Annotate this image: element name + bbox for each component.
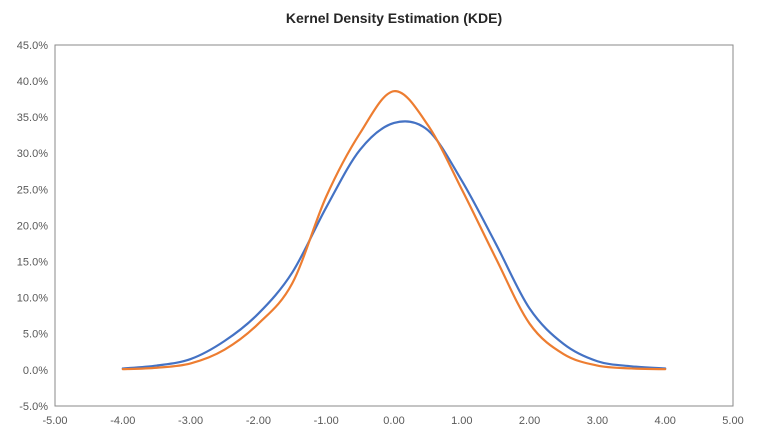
x-tick-label: -2.00 [246, 415, 271, 427]
x-tick-label: 4.00 [654, 415, 675, 427]
x-tick-label: -4.00 [110, 415, 135, 427]
y-tick-label: 45.0% [17, 40, 48, 52]
y-tick-label: 15.0% [17, 256, 48, 268]
chart-title: Kernel Density Estimation (KDE) [286, 10, 502, 26]
x-tick-label: -3.00 [178, 415, 203, 427]
blue-series-line [121, 120, 667, 370]
x-axis-tick-labels: -5.00 -4.00 -3.00 -2.00 -1.00 0.00 1.00 2.00 3.0… [42, 415, 743, 427]
y-tick-label: 40.0% [17, 76, 48, 88]
y-tick-label: 35.0% [17, 112, 48, 124]
y-tick-label: 30.0% [17, 148, 48, 160]
x-tick-label: 0.00 [383, 415, 404, 427]
plot-area-border [54, 44, 734, 407]
y-tick-label: 20.0% [17, 220, 48, 232]
x-tick-label: -5.00 [42, 415, 67, 427]
x-tick-label: 1.00 [451, 415, 472, 427]
y-tick-label: 10.0% [17, 293, 48, 305]
x-tick-label: -1.00 [314, 415, 339, 427]
y-tick-label: 5.0% [23, 329, 48, 341]
y-tick-label: 25.0% [17, 184, 48, 196]
y-tick-label: -5.0% [19, 401, 48, 413]
y-axis-tick-labels: 45.0% 40.0% 35.0% 30.0% 25.0% 20.0% 15.0% 10.0%… [17, 40, 48, 413]
x-tick-label: 3.00 [587, 415, 608, 427]
x-tick-label: 5.00 [722, 415, 743, 427]
x-tick-label: 2.00 [519, 415, 540, 427]
orange-series-line [121, 90, 667, 371]
y-tick-label: 0.0% [23, 365, 48, 377]
